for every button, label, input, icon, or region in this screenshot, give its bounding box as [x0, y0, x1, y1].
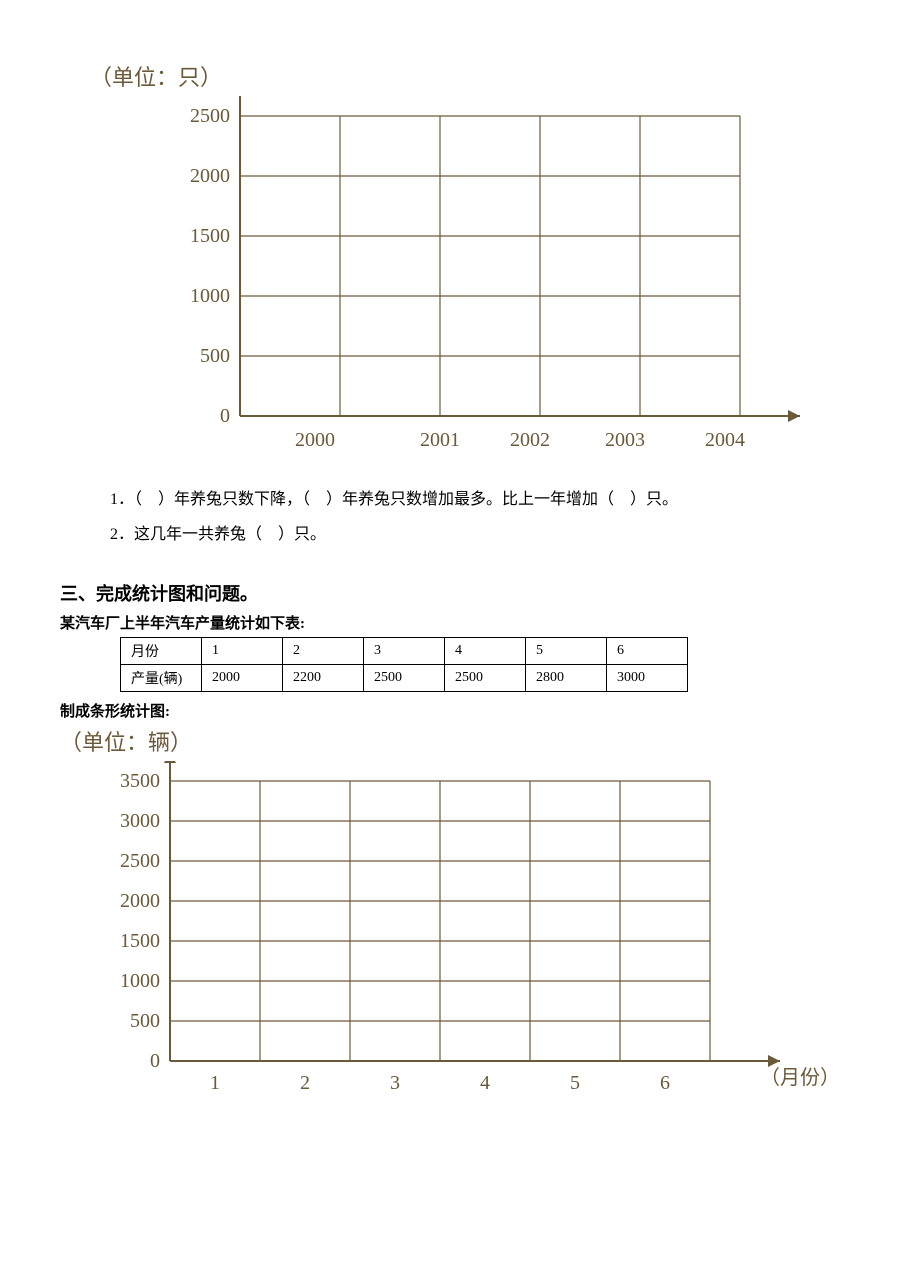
chart2-ytick: 1000 — [120, 970, 160, 992]
chart2-ytick: 2000 — [120, 890, 160, 912]
section3-subtitle: 某汽车厂上半年汽车产量统计如下表: — [60, 612, 830, 633]
table-month-cell: 6 — [607, 637, 688, 664]
section3-title: 三、完成统计图和问题。 — [60, 580, 830, 606]
chart1-ytick: 2500 — [190, 105, 230, 127]
table-value-cell: 2500 — [364, 664, 445, 691]
chart1-xtick: 2002 — [510, 429, 550, 451]
chart2-ytick: 0 — [150, 1050, 160, 1072]
table-value-cell: 2500 — [445, 664, 526, 691]
table-value-cell: 3000 — [607, 664, 688, 691]
chart2-ytick: 2500 — [120, 850, 160, 872]
chart2-svg: 0 500 1000 1500 2000 2500 3000 3500 1 2 3 4 5 6 — [100, 761, 860, 1111]
chart2-xtick: 6 — [660, 1072, 670, 1094]
chart2-container: 0 500 1000 1500 2000 2500 3000 3500 1 2 3 4 5 6 （月份） — [100, 761, 830, 1111]
chart2-ytick: 500 — [130, 1010, 160, 1032]
chart2-unit-label: （单位：辆） — [60, 725, 830, 757]
question-1-2: 2．这几年一共养兔（ ）只。 — [110, 521, 830, 550]
table-header-label: 月份 — [121, 637, 202, 664]
chart1-ytick: 1500 — [190, 225, 230, 247]
table-month-cell: 3 — [364, 637, 445, 664]
chart1-xtick: 2004 — [705, 429, 745, 451]
data-table: 月份123456 产量(辆)200022002500250028003000 — [120, 637, 688, 692]
chart2-x-axis-label: （月份） — [760, 1061, 830, 1090]
table-month-cell: 1 — [202, 637, 283, 664]
chart1-unit-label: （单位：只） — [90, 60, 830, 92]
chart1-ytick: 1000 — [190, 285, 230, 307]
table-value-cell: 2200 — [283, 664, 364, 691]
table-row: 产量(辆)200022002500250028003000 — [121, 664, 688, 691]
chart1-xtick: 2001 — [420, 429, 460, 451]
chart2-xtick: 1 — [210, 1072, 220, 1094]
chart2-ytick: 1500 — [120, 930, 160, 952]
chart2-xtick: 2 — [300, 1072, 310, 1094]
chart1-ytick: 500 — [200, 345, 230, 367]
table-value-cell: 2000 — [202, 664, 283, 691]
chart1-ytick: 2000 — [190, 165, 230, 187]
table-value-cell: 2800 — [526, 664, 607, 691]
chart1-ytick: 0 — [220, 405, 230, 427]
chart2-xtick: 4 — [480, 1072, 490, 1094]
table-row-label: 产量(辆) — [121, 664, 202, 691]
table-month-cell: 5 — [526, 637, 607, 664]
chart2-ytick: 3500 — [120, 770, 160, 792]
chart1-xtick: 2000 — [295, 429, 335, 451]
table-month-cell: 2 — [283, 637, 364, 664]
chart1-svg: 0 500 1000 1500 2000 2500 2000 2001 2002 2003 2004 — [180, 96, 840, 476]
table-month-cell: 4 — [445, 637, 526, 664]
chart2-xtick: 3 — [390, 1072, 400, 1094]
chart1-xtick: 2003 — [605, 429, 645, 451]
chart2-xtick: 5 — [570, 1072, 580, 1094]
chart1-container: 0 500 1000 1500 2000 2500 2000 2001 2002 2003 2004 — [180, 96, 830, 476]
question-1-1: 1．（ ）年养兔只数下降，（ ）年养兔只数增加最多。比上一年增加（ ）只。 — [110, 486, 830, 515]
make-chart-label: 制成条形统计图: — [60, 700, 830, 721]
chart2-ytick: 3000 — [120, 810, 160, 832]
table-row: 月份123456 — [121, 637, 688, 664]
